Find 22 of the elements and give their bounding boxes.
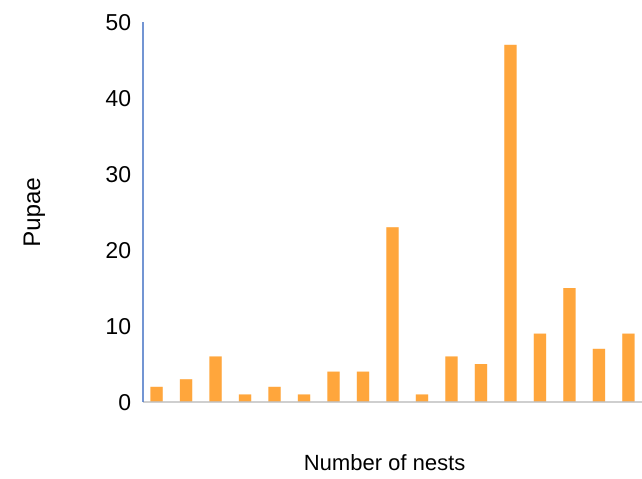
bar [386,227,399,402]
bar [622,334,635,402]
y-tick-label: 20 [105,237,131,264]
bar [356,372,370,402]
x-axis-title: Number of nests [304,450,466,475]
y-tick-label: 10 [105,313,131,340]
y-tick-label: 40 [105,85,131,112]
bar [150,386,163,402]
y-tick-label: 50 [105,9,131,36]
bar [327,372,340,402]
bar [474,364,488,402]
y-tick-label: 0 [118,389,131,416]
bar [445,356,458,402]
bar [180,379,192,402]
bar [504,44,517,402]
bar [209,356,222,402]
bar [592,348,606,402]
y-tick-label: 30 [105,161,131,188]
bar [268,386,281,402]
y-axis-title: Pupae [19,177,46,247]
bar [563,288,576,402]
bar [534,334,546,402]
